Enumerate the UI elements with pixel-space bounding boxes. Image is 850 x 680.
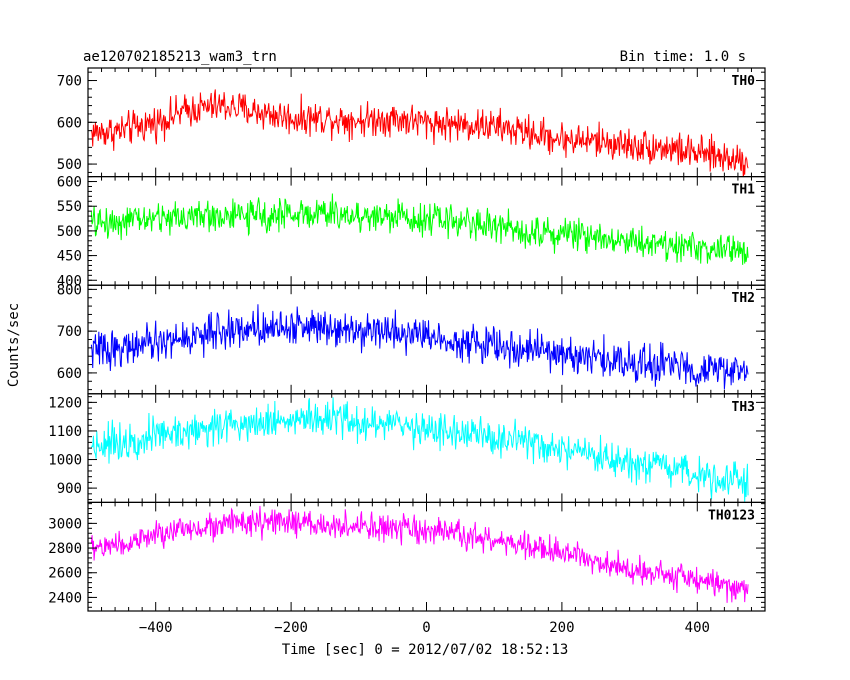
panel-frame: [87, 393, 766, 503]
series-label: TH2: [732, 291, 755, 306]
series-label: TH0123: [708, 508, 755, 523]
y-tick-label: 800: [57, 282, 82, 298]
series-label: TH0: [732, 74, 756, 89]
bin-time-label: Bin time: 1.0 s: [620, 49, 746, 65]
y-tick-label: 2400: [48, 590, 82, 606]
series-label: TH1: [732, 183, 756, 198]
y-tick-label: 600: [57, 366, 82, 382]
series-line-th3: [90, 397, 749, 502]
y-tick-label: 600: [57, 115, 82, 131]
y-tick-label: 500: [57, 224, 82, 240]
y-tick-label: 1000: [48, 453, 82, 469]
panel-th0: TH0 500 600 700: [57, 67, 766, 178]
series-line-th1: [90, 193, 749, 265]
y-tick-label: 500: [57, 157, 82, 173]
panel-th1: TH1 400 450 500 550 600: [57, 175, 766, 289]
chart-title: ae120702185213_wam3_trn: [83, 49, 277, 65]
y-tick-label: 700: [57, 324, 82, 340]
y-tick-label: 700: [57, 74, 82, 90]
y-tick-label: 600: [57, 175, 82, 191]
y-axis-label: Counts/sec: [6, 303, 22, 387]
y-tick-label: 450: [57, 249, 82, 265]
x-tick-label: −200: [274, 620, 308, 636]
y-tick-label: 400: [57, 273, 82, 289]
panel-th3: TH3 900 1000 1100 1200: [48, 393, 766, 503]
x-axis-label: Time [sec] 0 = 2012/07/02 18:52:13: [282, 642, 569, 658]
x-tick-label: 0: [422, 620, 430, 636]
panel-th2: TH2 600 700 800: [57, 282, 766, 395]
y-tick-label: 1100: [48, 424, 82, 440]
y-tick-label: 2600: [48, 566, 82, 582]
panels: TH0 500 600 700 TH1 400 450 500 550 600 TH2 600 700 8…: [48, 67, 766, 612]
panel-frame: [87, 176, 766, 286]
panel-frame: [87, 501, 766, 612]
x-axis-tick-labels: −400 −200 0 200 400: [139, 620, 710, 636]
y-tick-label: 3000: [48, 516, 82, 532]
x-tick-label: −400: [139, 620, 173, 636]
panel-th0123: TH0123 2400 2600 2800 3000: [48, 501, 766, 612]
series-line-th0123: [90, 505, 749, 603]
series-line-th2: [90, 304, 749, 390]
series-label: TH3: [732, 400, 755, 415]
y-tick-label: 900: [57, 481, 82, 497]
y-tick-label: 2800: [48, 541, 82, 557]
series-line-th0: [90, 89, 749, 177]
x-tick-label: 200: [549, 620, 574, 636]
y-tick-label: 550: [57, 199, 82, 215]
x-tick-label: 400: [685, 620, 710, 636]
y-tick-label: 1200: [48, 395, 82, 411]
